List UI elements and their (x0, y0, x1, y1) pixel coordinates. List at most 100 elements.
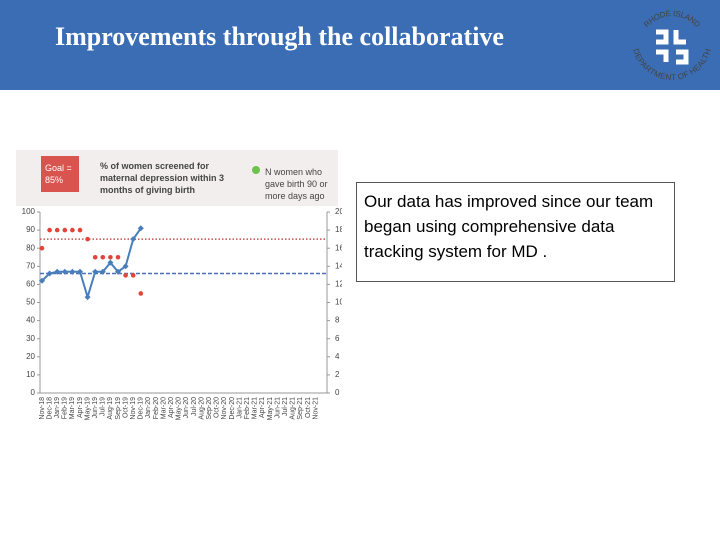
y-tick-label: 90 (26, 225, 35, 234)
data-dot (77, 227, 83, 233)
logo: RHODE ISLAND DEPARTMENT OF HEALTH (631, 9, 713, 82)
x-tick-label: Jan-20 (145, 397, 152, 419)
x-tick-label: May-19 (84, 397, 91, 420)
y2-tick-label: 10 (335, 298, 342, 307)
x-tick-label: Jun-19 (92, 397, 99, 419)
y2-tick-label: 2 (335, 370, 340, 379)
y2-tick-label: 8 (335, 316, 340, 325)
data-point (61, 268, 68, 275)
data-dot (85, 236, 90, 242)
data-point (77, 268, 83, 275)
x-tick-label: Nov-21 (312, 397, 319, 420)
y2-tick-label: 16 (335, 243, 342, 252)
y2-tick-label: 6 (335, 334, 340, 343)
x-tick-label: Jan-19 (54, 397, 61, 419)
x-tick-label: Jan-21 (236, 397, 243, 419)
data-dot (123, 273, 128, 278)
data-point (99, 268, 106, 275)
data-point (107, 259, 114, 266)
y-tick-label: 80 (26, 243, 35, 252)
data-dot (92, 254, 98, 260)
header-bar: Improvements through the collaborative R… (0, 0, 720, 90)
logo-bottom: DEPARTMENT OF HEALTH (631, 47, 713, 82)
x-tick-label: Nov-18 (39, 397, 46, 420)
y-tick-label: 20 (26, 352, 35, 361)
x-tick-label: Jun-20 (183, 397, 190, 419)
x-tick-label: Oct-19 (122, 397, 129, 418)
goal-box (41, 156, 79, 192)
x-tick-label: Jul-20 (191, 397, 198, 416)
y2-tick-label: 12 (335, 280, 342, 289)
x-tick-label: Sep-19 (115, 397, 122, 420)
slide-title: Improvements through the collaborative (55, 22, 504, 51)
legend-marker (252, 166, 260, 174)
data-dot (62, 227, 68, 233)
x-tick-label: Sep-20 (206, 397, 213, 420)
y-tick-label: 100 (22, 207, 36, 216)
x-tick-label: Jul-21 (282, 397, 289, 416)
data-point (92, 268, 99, 275)
logo-top-text: RHODE ISLAND (642, 9, 702, 29)
x-tick-label: Mar-19 (69, 397, 76, 419)
data-dot (138, 291, 144, 296)
x-tick-label: Dec-18 (46, 397, 53, 420)
x-tick-label: Aug-19 (107, 397, 114, 420)
x-tick-label: Dec-20 (229, 397, 236, 420)
x-tick-label: Feb-21 (244, 397, 251, 419)
x-tick-label: Aug-20 (198, 397, 205, 420)
data-dot (70, 227, 75, 233)
x-tick-label: Sep-21 (297, 397, 304, 420)
x-tick-label: Jul-19 (100, 397, 107, 416)
y-tick-label: 30 (26, 334, 35, 343)
data-point (69, 268, 76, 275)
x-tick-label: Oct-20 (214, 397, 221, 418)
y2-tick-label: 0 (335, 388, 340, 397)
x-tick-label: Apr-20 (168, 397, 175, 418)
y2-tick-label: 4 (335, 352, 340, 361)
data-point (84, 294, 91, 301)
x-tick-label: Apr-19 (77, 397, 84, 418)
chart: 0 10 20 30 40 50 60 70 80 90 100 0 2 4 6 8 10 12 14 16 18 20 N… (16, 150, 342, 420)
data-dot (39, 245, 45, 251)
logo-bottom-text: DEPARTMENT OF HEALTH (631, 47, 713, 82)
data-dot (130, 273, 136, 278)
x-tick-label: Nov-20 (221, 397, 228, 420)
y-tick-label: 10 (26, 370, 35, 379)
data-dot (115, 254, 121, 260)
data-point (46, 270, 53, 277)
data-point (122, 263, 129, 270)
x-tick-label: Apr-21 (259, 397, 266, 418)
x-tick-label: Mar-21 (252, 397, 259, 419)
x-tick-label: Dec-19 (138, 397, 145, 420)
y2-tick-label: 20 (335, 207, 342, 216)
data-point (115, 268, 121, 275)
data-point (130, 236, 137, 243)
text-box: Our data has improved since our team beg… (356, 182, 675, 282)
logo-mark (656, 29, 689, 65)
data-dot (54, 227, 60, 233)
x-tick-label: Feb-19 (62, 397, 69, 419)
legend-label: % of women screened for maternal depress… (100, 161, 225, 195)
data-dot (100, 254, 106, 260)
data-line (41, 227, 142, 301)
data-point (39, 277, 45, 284)
x-tick-label: Nov-19 (130, 397, 137, 420)
y-tick-label: 50 (26, 298, 35, 307)
logo-top: RHODE ISLAND (642, 9, 702, 29)
y-tick-label: 40 (26, 316, 35, 325)
y2-tick-label: 14 (335, 261, 342, 270)
x-tick-label: May-21 (267, 397, 274, 420)
data-point (137, 225, 144, 232)
legend-label: N women who gave birth 90 or more days a… (265, 167, 328, 201)
x-tick-label: Feb-20 (153, 397, 160, 419)
data-dot (47, 227, 52, 233)
goal-label: Goal = 85% (45, 163, 72, 185)
x-tick-label: May-20 (176, 397, 183, 420)
x-tick-label: Jun-21 (274, 397, 281, 419)
y-tick-label: 60 (26, 280, 35, 289)
y2-tick-label: 18 (335, 225, 342, 234)
x-tick-label: Oct-21 (305, 397, 312, 418)
x-tick-label: Aug-21 (290, 397, 297, 420)
data-point (54, 268, 61, 275)
